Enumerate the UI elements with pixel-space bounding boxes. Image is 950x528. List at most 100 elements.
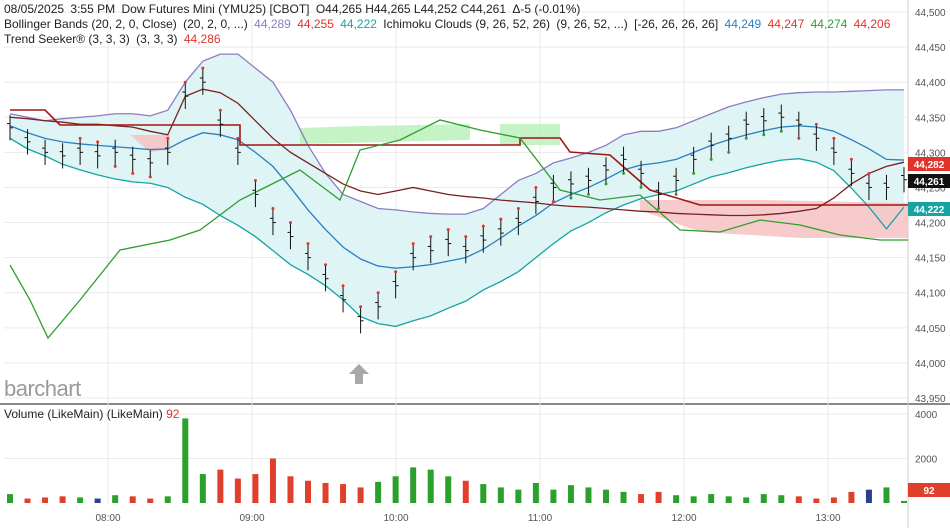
barchart-logo: barchart [4,376,81,401]
volume-bar [901,500,907,503]
volume-y-tick-label: 2000 [915,455,938,466]
volume-bar [269,458,276,503]
volume-label[interactable]: Volume (LikeMain) [4,407,104,421]
trend-dot [464,235,468,239]
trend-dot [744,136,748,140]
bb-value-middle: 44,255 [297,17,334,31]
ichimoku-params: (9, 26, 52, ...) [556,17,628,31]
trend-dot [113,164,117,168]
trend-dot [762,133,766,137]
x-tick-label: 08:00 [95,513,120,524]
volume-bar [497,487,504,503]
volume-bar [848,491,855,503]
volume-bar [795,496,802,503]
volume-params: (LikeMain) [106,407,163,421]
bb-label[interactable]: Bollinger Bands (20, 2, 0, Close) [4,17,177,31]
x-tick-label: 11:00 [528,513,553,524]
volume-bar [94,498,101,503]
x-tick-label: 13:00 [815,513,840,524]
trend-seeker-label[interactable]: Trend Seeker® (3, 3, 3) [4,32,130,46]
volume-bar [77,497,84,503]
volume-last-tag [908,483,950,497]
volume-bar [147,498,154,503]
volume-bar [760,494,767,503]
y-tick-label: 44,400 [915,78,946,89]
ichimoku-lagging-span [9,119,908,340]
trend-dot [674,192,678,196]
bollinger-band-fill [10,54,904,327]
last-price-tag [908,202,950,216]
trend-seeker-value: 44,286 [183,32,221,46]
ichimoku-label[interactable]: Ichimoku Clouds (9, 26, 52, 26) [383,17,551,31]
volume-bar [252,474,259,503]
x-tick-label: 10:00 [383,513,408,524]
y-tick-label: 43,950 [915,394,946,405]
ichimoku-cloud-green-2 [500,124,560,145]
trend-seeker-line [9,88,905,217]
volume-bar [585,487,592,503]
ichimoku-value-2: 44,247 [767,17,805,31]
trend-dot [709,157,713,161]
trend-dot [534,185,538,189]
trend-dot [78,136,82,140]
trend-dot [551,199,555,203]
volume-bar [427,469,434,503]
y-tick-label: 44,050 [915,324,946,335]
volume-bar [515,489,522,503]
trend-dot [376,291,380,295]
volume-bar [638,494,645,503]
volume-bar [305,480,311,503]
volume-bar [708,494,715,503]
trend-dot [814,122,818,126]
trend-dot [394,270,398,274]
trend-dot [692,171,696,175]
bb-params: (20, 2, 0, ...) [183,17,248,31]
trend-dot [306,242,310,246]
y-tick-label: 44,000 [915,359,946,370]
trend-dot [288,221,292,225]
trend-dot [411,242,415,246]
volume-bar [340,484,347,503]
header-line-2: Bollinger Bands (20, 2, 0, Close) (20, 2… [4,17,893,32]
trend-dot [131,171,135,175]
volume-bar [217,469,224,503]
trend-dot [516,207,520,211]
volume-bar [830,497,837,503]
volume-bar [690,496,697,503]
ichimoku-value-4: 44,206 [853,17,891,31]
trend-dot [604,182,608,186]
volume-bar [112,495,119,503]
header-time: 3:55 PM [70,2,116,16]
y-tick-label: 44,250 [915,183,946,194]
volume-bar [813,498,820,503]
volume-header: Volume (LikeMain) (LikeMain) 92 [4,407,179,421]
volume-bar [603,489,609,503]
trend-dot [499,217,503,221]
volume-bar [357,487,364,503]
trend-dot [797,136,801,140]
last-price-tag-text: 44,282 [914,160,945,171]
last-price-tag-text: 44,261 [914,177,945,188]
ichimoku-value-1: 44,249 [724,17,762,31]
volume-bar [655,491,662,503]
volume-bar [234,478,241,503]
volume-bar [462,480,469,503]
x-tick-label: 09:00 [239,513,264,524]
volume-bar [199,474,206,503]
volume-bar [164,496,171,503]
y-tick-label: 44,350 [915,113,946,124]
volume-bar [673,495,680,503]
volume-bar [620,491,627,503]
ichimoku-conversion-line [9,125,905,269]
header-ohlc: O44,265 H44,265 L44,252 C44,261 [315,2,506,16]
trend-dot [867,171,871,175]
volume-bar [375,481,382,503]
trend-dot [832,136,836,140]
y-tick-label: 44,200 [915,219,946,230]
header-change: Δ-5 (-0.01%) [512,2,581,16]
trend-dot [166,136,170,140]
trend-dot [569,196,573,200]
volume-bar [182,418,189,503]
volume-bar [743,497,750,503]
trend-dot [779,129,783,133]
